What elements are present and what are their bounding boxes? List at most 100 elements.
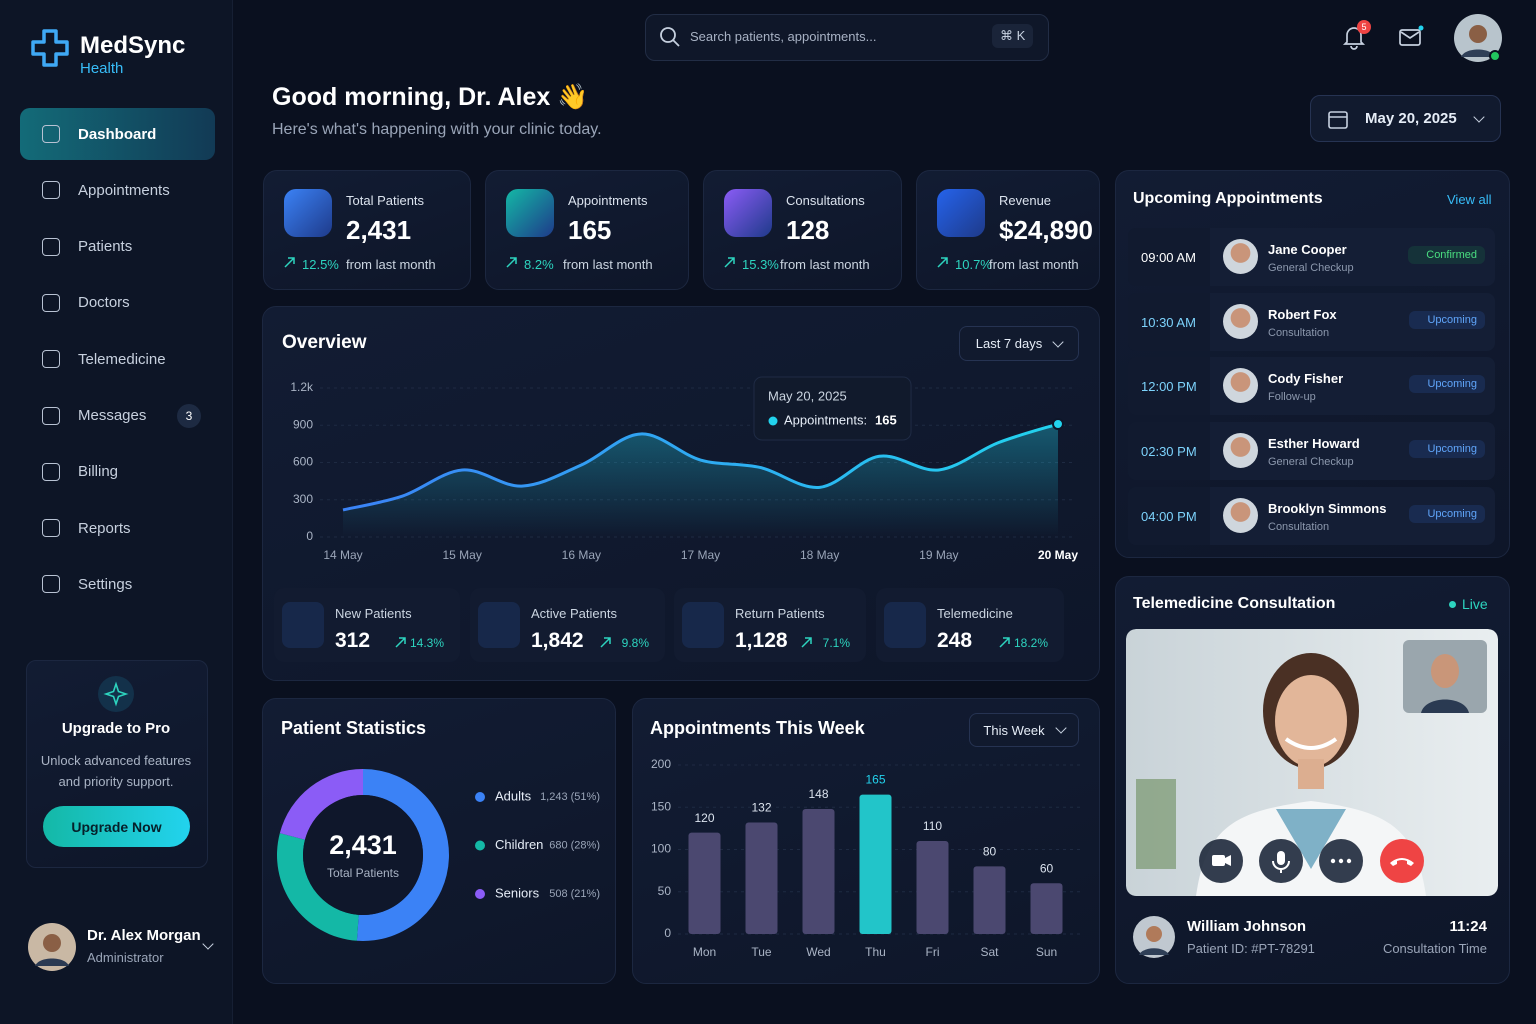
nav-icon [42, 237, 60, 256]
view-all-link[interactable]: View all [1447, 192, 1492, 207]
appt-avatar [1223, 303, 1258, 339]
appointment-row[interactable]: 04:00 PM Brooklyn Simmons Consultation Upco… [1128, 486, 1495, 545]
brand-sub: Health [80, 60, 124, 77]
date-chevron [1473, 110, 1485, 123]
nav-item[interactable]: Patients [20, 221, 215, 273]
mini-label: New Patients [335, 606, 412, 621]
time-cell [1128, 422, 1210, 481]
nav-icon [42, 406, 60, 425]
filter-chevron [1054, 722, 1067, 734]
stat-icon [937, 189, 985, 237]
appt-status: Confirmed [1408, 246, 1485, 264]
mini-value: 248 [937, 629, 973, 652]
time-cell [1128, 292, 1210, 351]
nav-item[interactable]: Billing [20, 446, 215, 498]
upgrade-button[interactable]: Upgrade Now [43, 806, 190, 847]
stat-label: Appointments [568, 193, 648, 208]
nav-icon [42, 462, 60, 481]
appt-type: General Checkup [1268, 262, 1354, 274]
stat-change: 8.2% [524, 257, 554, 272]
mini-icon [478, 602, 520, 648]
patient-id: Patient ID: #PT-78291 [1187, 941, 1315, 956]
brand-name: MedSync [80, 32, 186, 59]
mini-label: Active Patients [531, 606, 617, 621]
user-avatar [28, 923, 76, 971]
time-cell [1128, 228, 1210, 286]
appt-name: Esther Howard [1268, 436, 1360, 452]
mini-value: 1,128 [735, 629, 788, 652]
consult-time-label: Consultation Time [1382, 941, 1487, 956]
greeting-subtitle: Here's what's happening with your clinic… [272, 121, 602, 138]
mini-icon [282, 602, 324, 648]
date-text: May 20, 2025 [1365, 110, 1457, 127]
nav-label: Telemedicine [78, 350, 166, 368]
user-role: Administrator [87, 950, 164, 965]
nav-item[interactable]: Dashboard [20, 108, 215, 160]
telemedicine-title: Telemedicine Consultation [1133, 595, 1336, 612]
patient-avatar [1133, 916, 1175, 958]
appt-time: 12:00 PM [1141, 379, 1197, 395]
appt-type: Consultation [1268, 326, 1330, 339]
appt-type: Consultation [1268, 520, 1330, 533]
nav-label: Dashboard [78, 125, 157, 143]
patient-name: William Johnson [1187, 918, 1307, 935]
nav-badge: 3 [177, 403, 201, 428]
mini-value: 1,842 [531, 629, 584, 652]
profile-avatar[interactable] [1453, 13, 1505, 65]
stat-label: Consultations [786, 193, 865, 208]
appointment-row[interactable]: 09:00 AM Jane Cooper General Checkup Confir… [1128, 228, 1495, 286]
search-bar[interactable] [645, 14, 1049, 61]
mini-stat: New Patients 312 14.3% [274, 588, 460, 662]
stat-note: from last month [346, 257, 436, 272]
appt-avatar [1223, 497, 1258, 533]
appt-avatar [1223, 368, 1258, 404]
stat-icon [506, 189, 554, 237]
week-filter[interactable]: This Week [969, 713, 1079, 747]
upgrade-icon [98, 676, 134, 712]
mini-change: 7.1% [822, 636, 850, 650]
nav-label: Messages [78, 407, 147, 424]
date-picker[interactable]: May 20, 2025 [1310, 95, 1501, 142]
appt-name: Brooklyn Simmons [1268, 500, 1387, 516]
appt-name: Robert Fox [1268, 306, 1337, 322]
stat-value: 2,431 [346, 215, 412, 245]
appt-status: Upcoming [1409, 440, 1485, 459]
mini-change: 9.8% [621, 636, 649, 650]
upcoming-title: Upcoming Appointments [1133, 190, 1323, 207]
appt-type: General Checkup [1268, 456, 1354, 469]
stat-change: 10.7% [955, 257, 992, 272]
live-dot [1449, 601, 1456, 608]
filter-chevron [1052, 335, 1064, 348]
mini-change: 18.2% [1013, 636, 1048, 650]
mini-label: Return Patients [735, 606, 825, 621]
appointment-row[interactable]: 12:00 PM Cody Fisher Follow-up Upcoming [1128, 357, 1495, 416]
nav-item[interactable]: Appointments [20, 164, 215, 216]
consult-time: 11:24 [1449, 918, 1487, 935]
live-status: Live [1462, 596, 1488, 612]
appt-status: Upcoming [1409, 310, 1485, 329]
nav-label: Patients [78, 238, 133, 256]
stat-note: from last month [989, 257, 1079, 272]
nav-item[interactable]: Settings [20, 558, 215, 610]
nav-item[interactable]: Reports [20, 502, 215, 554]
appointment-row[interactable]: 10:30 AM Robert Fox Consultation Upcoming [1128, 292, 1495, 351]
overview-filter[interactable]: Last 7 days [959, 326, 1079, 361]
stat-value: $24,890 [999, 215, 1093, 245]
nav-item[interactable]: Messages 3 [20, 390, 215, 442]
stat-note: from last month [563, 257, 653, 272]
appt-time: 10:30 AM [1141, 314, 1196, 330]
appointment-row[interactable]: 02:30 PM Esther Howard General Checkup Upco… [1128, 422, 1495, 481]
mail-icon[interactable] [1398, 25, 1424, 51]
mini-icon [884, 602, 926, 648]
appt-avatar [1223, 433, 1258, 469]
stat-value: 165 [568, 215, 612, 245]
nav-item[interactable]: Telemedicine [20, 333, 215, 385]
nav-label: Appointments [78, 181, 170, 199]
logo-icon [31, 29, 69, 67]
appt-time: 09:00 AM [1141, 250, 1196, 265]
calendar-icon [1328, 110, 1348, 129]
stat-label: Total Patients [346, 193, 425, 208]
notification-badge: 5 [1357, 20, 1371, 34]
nav-item[interactable]: Doctors [20, 277, 215, 329]
